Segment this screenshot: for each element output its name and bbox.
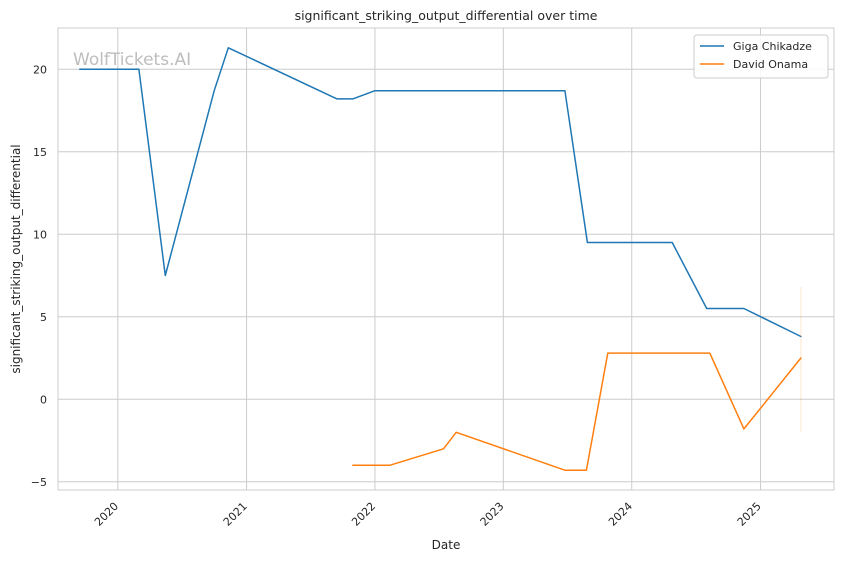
plot-area-frame [57, 27, 835, 491]
series-line-david-onama [352, 352, 802, 471]
y-tick-label: 15 [33, 146, 47, 159]
chart-title: significant_striking_output_differential… [295, 8, 598, 23]
y-tick-label: 0 [40, 393, 47, 406]
x-axis-label: Date [432, 538, 461, 552]
legend-label-david-onama: David Onama [733, 58, 808, 71]
y-tick-label: 10 [33, 228, 47, 241]
y-tick-label: 5 [40, 311, 47, 324]
y-tick-label: 20 [33, 63, 47, 76]
x-gridlines [117, 28, 761, 490]
series-layer [79, 47, 802, 471]
series-line-giga-chikadze [79, 47, 802, 338]
legend-frame [693, 34, 829, 79]
legend: Giga Chikadze David Onama [693, 34, 829, 79]
y-tick-label: −5 [31, 476, 47, 489]
y-axis-label: significant_striking_output_differential [9, 144, 23, 373]
legend-label-giga-chikadze: Giga Chikadze [733, 40, 812, 53]
y-tick-labels: −5 0 5 10 15 20 [31, 63, 47, 489]
watermark: WolfTickets.AI [73, 50, 191, 70]
